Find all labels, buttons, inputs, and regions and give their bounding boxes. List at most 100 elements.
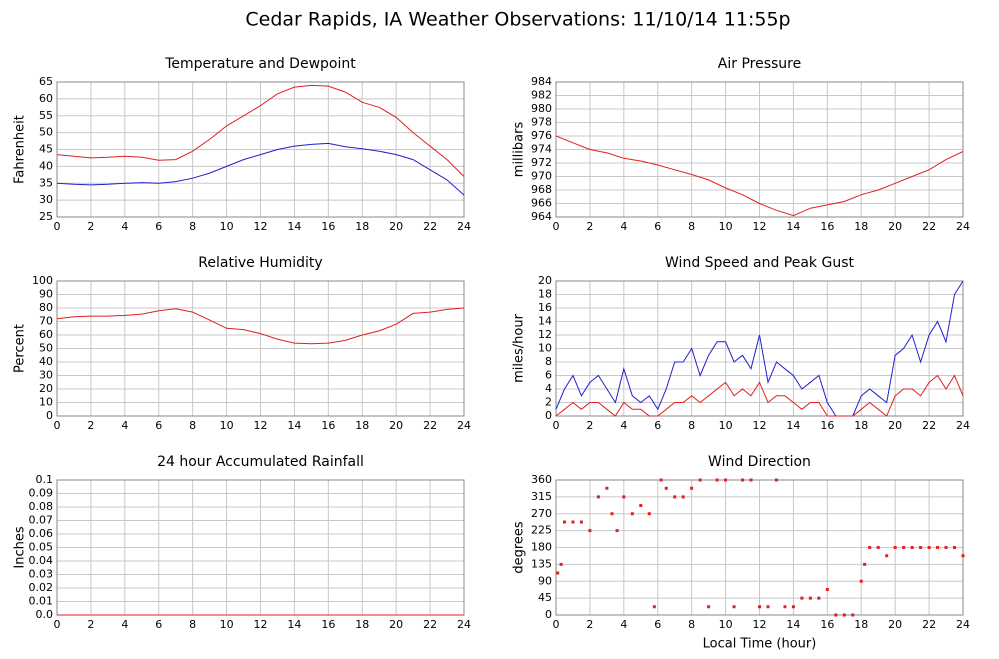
x-tick-label: 16 <box>820 220 834 233</box>
data-point <box>741 478 745 482</box>
x-tick-label: 6 <box>155 618 162 631</box>
x-tick-label: 10 <box>719 220 733 233</box>
x-tick-label: 0 <box>553 618 560 631</box>
x-tick-label: 8 <box>189 419 196 432</box>
data-line <box>56 307 465 345</box>
panel: Wind Speed and Peak Gustmiles/hour024681… <box>512 255 971 432</box>
plot-frame <box>56 280 465 417</box>
y-tick-label: 0.05 <box>29 541 54 554</box>
y-tick-label: 25 <box>39 210 53 223</box>
y-tick-label: 30 <box>39 193 53 206</box>
x-tick-label: 8 <box>688 419 695 432</box>
y-tick-label: 972 <box>531 156 552 169</box>
y-axis-label: millibars <box>512 122 527 178</box>
plot-frame <box>555 479 964 616</box>
x-tick-label: 14 <box>786 419 800 432</box>
data-point <box>902 546 906 549</box>
y-tick-label: 984 <box>531 75 552 88</box>
data-point <box>659 478 663 482</box>
x-tick-label: 16 <box>321 618 335 631</box>
x-tick-label: 24 <box>956 419 970 432</box>
x-tick-label: 4 <box>121 618 128 631</box>
y-tick-label: 0.01 <box>29 595 54 608</box>
x-tick-label: 2 <box>87 618 94 631</box>
y-tick-label: 315 <box>531 490 552 503</box>
x-tick-label: 12 <box>753 220 767 233</box>
data-point <box>681 495 685 499</box>
x-tick-label: 14 <box>786 618 800 631</box>
data-point <box>910 546 914 549</box>
y-tick-label: 135 <box>531 557 552 570</box>
data-point <box>893 546 897 549</box>
data-point <box>868 546 872 549</box>
y-axis-label: degrees <box>512 521 527 574</box>
plot-frame <box>555 81 964 218</box>
y-tick-label: 10 <box>538 342 552 355</box>
data-point <box>783 605 787 609</box>
x-tick-label: 24 <box>457 419 471 432</box>
data-point <box>639 504 643 507</box>
y-tick-label: 0 <box>545 409 552 422</box>
data-point <box>647 512 651 516</box>
y-axis-label: Fahrenheit <box>13 115 28 184</box>
x-tick-label: 18 <box>355 220 369 233</box>
data-point <box>953 546 957 549</box>
y-tick-label: 976 <box>531 129 552 142</box>
x-tick-label: 2 <box>87 419 94 432</box>
y-tick-label: 0.07 <box>29 514 54 527</box>
data-point <box>652 605 656 609</box>
x-tick-label: 14 <box>287 618 301 631</box>
data-point <box>885 554 889 558</box>
x-tick-label: 18 <box>854 419 868 432</box>
data-point <box>673 495 677 499</box>
data-point <box>863 562 867 566</box>
y-tick-label: 20 <box>39 382 53 395</box>
x-tick-label: 22 <box>423 220 437 233</box>
y-tick-label: 0.09 <box>29 487 54 500</box>
x-tick-label: 24 <box>457 618 471 631</box>
y-tick-label: 10 <box>39 396 53 409</box>
y-tick-label: 60 <box>39 328 53 341</box>
y-tick-label: 45 <box>39 143 53 156</box>
data-point <box>817 596 821 600</box>
y-tick-label: 360 <box>531 473 552 486</box>
y-tick-label: 2 <box>545 396 552 409</box>
y-tick-label: 4 <box>545 382 552 395</box>
x-tick-label: 20 <box>389 419 403 432</box>
y-tick-label: 8 <box>545 355 552 368</box>
data-point <box>749 478 753 482</box>
x-tick-label: 22 <box>922 618 936 631</box>
y-tick-label: 0.06 <box>29 527 54 540</box>
x-tick-label: 10 <box>220 419 234 432</box>
data-point <box>571 520 575 524</box>
x-tick-label: 14 <box>287 220 301 233</box>
y-tick-label: 50 <box>39 342 53 355</box>
y-tick-label: 45 <box>538 591 552 604</box>
x-tick-label: 22 <box>922 419 936 432</box>
data-line <box>56 142 465 196</box>
x-tick-label: 16 <box>321 220 335 233</box>
y-tick-label: 966 <box>531 197 552 210</box>
data-line <box>555 374 964 417</box>
x-tick-label: 14 <box>786 220 800 233</box>
data-point <box>919 546 923 549</box>
x-tick-label: 2 <box>87 220 94 233</box>
y-tick-label: 0.04 <box>29 554 54 567</box>
data-point <box>556 571 560 575</box>
data-point <box>690 486 694 490</box>
data-point <box>876 546 880 549</box>
y-tick-label: 180 <box>531 541 552 554</box>
x-tick-label: 16 <box>321 419 335 432</box>
x-tick-label: 12 <box>753 618 767 631</box>
x-tick-label: 10 <box>220 618 234 631</box>
x-tick-label: 2 <box>586 618 593 631</box>
x-tick-label: 22 <box>423 419 437 432</box>
y-tick-label: 980 <box>531 102 552 115</box>
panel-title: Temperature and Dewpoint <box>164 56 356 72</box>
x-tick-label: 8 <box>688 618 695 631</box>
data-point <box>774 478 778 482</box>
data-point <box>605 486 609 490</box>
y-tick-label: 6 <box>545 369 552 382</box>
data-point <box>559 562 563 566</box>
